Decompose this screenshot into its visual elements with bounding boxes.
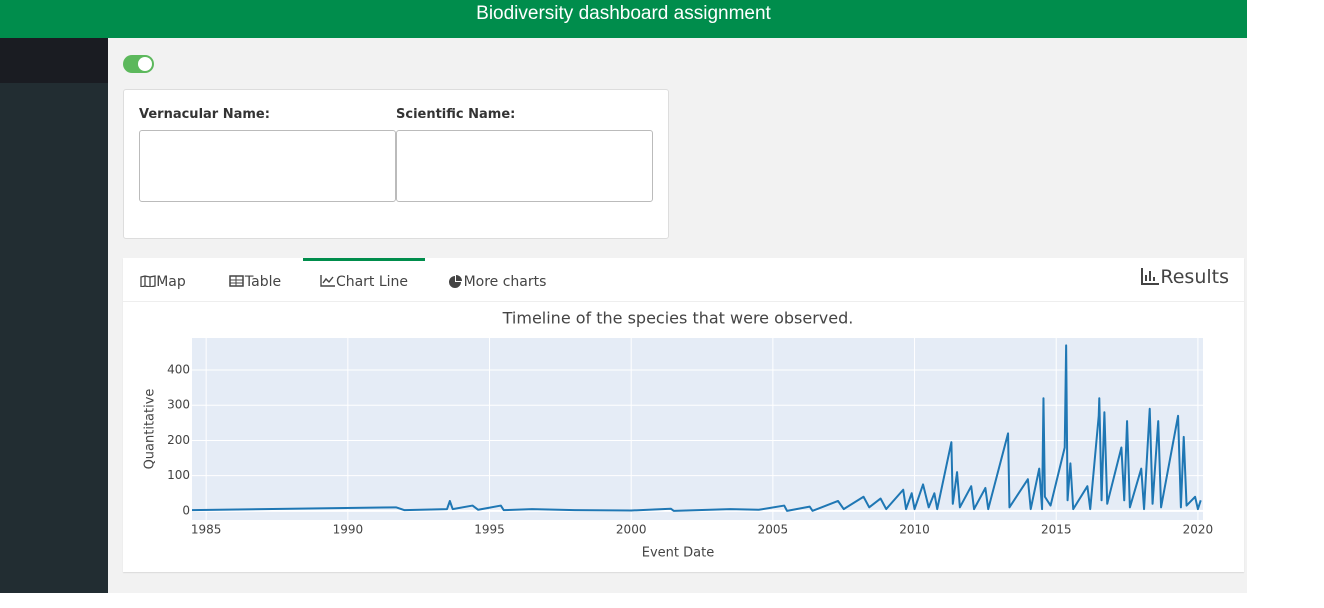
toggle-knob (138, 57, 152, 71)
vernacular-label: Vernacular Name: (139, 107, 270, 122)
tab-divider (123, 301, 1244, 302)
y-tick-label: 400 (167, 363, 190, 377)
y-axis-title: Quantitative (143, 389, 158, 470)
chart: Timeline of the species that were observ… (143, 309, 1214, 561)
results-heading: Results (1140, 266, 1229, 288)
y-tick-label: 0 (182, 503, 190, 517)
tab-label: Table (244, 274, 282, 290)
tab-label: More charts (463, 274, 547, 290)
plot-area (192, 338, 1203, 520)
x-tick-label: 1985 (191, 523, 222, 537)
x-tick-label: 2015 (1041, 523, 1072, 537)
tab-map[interactable]: Map (123, 258, 203, 301)
x-tick-label: 1990 (333, 523, 364, 537)
tab-label: Map (156, 274, 186, 290)
y-tick-label: 200 (167, 433, 190, 447)
y-tick-label: 300 (167, 398, 190, 412)
scientific-label: Scientific Name: (396, 107, 516, 122)
data-line (191, 344, 1202, 512)
line-icon (320, 275, 335, 287)
map-icon (140, 275, 156, 288)
scientific-input[interactable] (396, 130, 653, 202)
y-tick-label: 100 (167, 468, 190, 482)
filter-box: Vernacular Name: Scientific Name: (123, 89, 669, 239)
pie-icon (448, 275, 462, 288)
toggle-switch[interactable] (123, 55, 154, 73)
results-icon (1141, 268, 1160, 285)
x-tick-label: 2005 (758, 523, 789, 537)
sidebar-top (0, 38, 108, 83)
results-label: Results (1160, 266, 1229, 288)
x-axis-title: Event Date (642, 546, 714, 561)
chart-title: Timeline of the species that were observ… (502, 309, 854, 328)
x-tick-label: 2020 (1183, 523, 1214, 537)
tab-chart-line[interactable]: Chart Line (303, 258, 425, 304)
x-tick-label: 2000 (616, 523, 647, 537)
tab-panel: Map Table Chart Line More charts Results… (123, 258, 1244, 572)
header: Biodiversity dashboard assignment (0, 0, 1247, 38)
vernacular-input[interactable] (139, 130, 396, 202)
tab-more-charts[interactable]: More charts (437, 258, 557, 301)
sidebar (0, 38, 108, 593)
table-icon (229, 275, 244, 287)
tab-table[interactable]: Table (215, 258, 295, 301)
x-tick-label: 2010 (899, 523, 930, 537)
x-tick-label: 1995 (474, 523, 505, 537)
tab-label: Chart Line (335, 274, 409, 290)
